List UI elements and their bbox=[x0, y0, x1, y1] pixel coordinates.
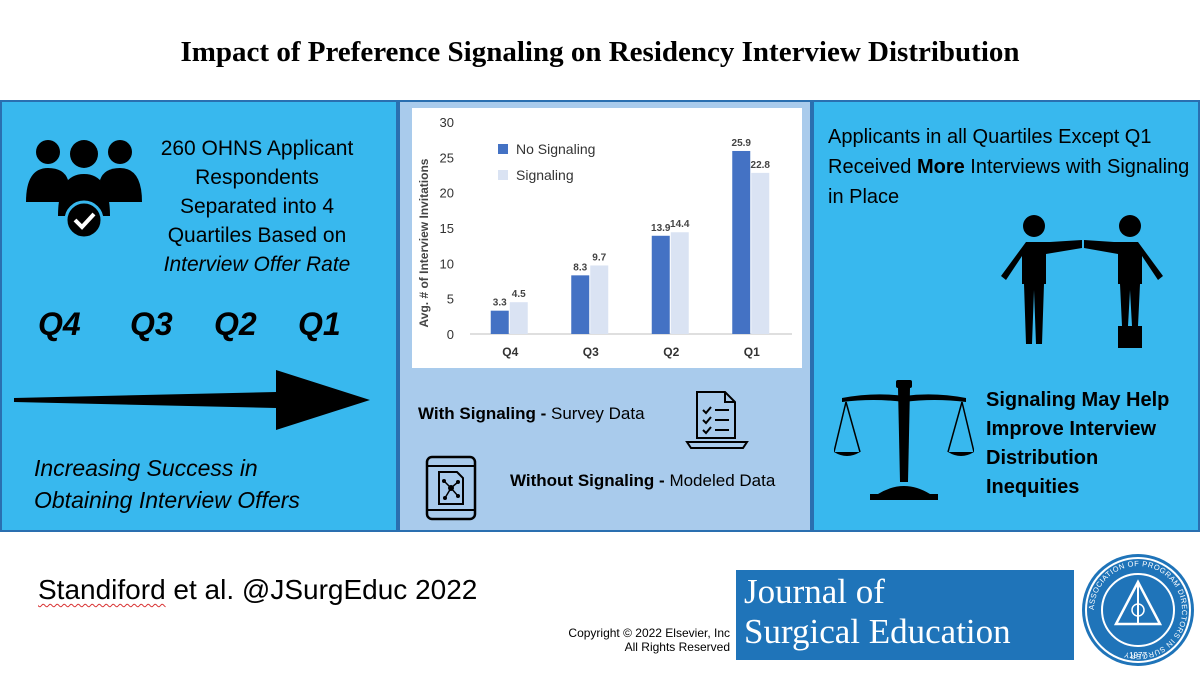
y-tick-label: 0 bbox=[447, 327, 454, 342]
bar-chart: 0 5 10 15 20 25 30 3.3 4.5 Q4 8.3 9.7 Q3 13.9 14.4 Q2 2… bbox=[417, 115, 792, 359]
respondents-line: Interview Offer Rate bbox=[163, 253, 351, 276]
with-signaling-desc: Survey Data bbox=[551, 404, 645, 423]
conclusion-statement: Signaling May Help Improve Interview Dis… bbox=[986, 389, 1170, 498]
legend-swatch bbox=[498, 144, 508, 154]
data-label: 9.7 bbox=[592, 252, 606, 263]
bar bbox=[490, 310, 509, 334]
bar bbox=[590, 265, 609, 334]
data-label: 4.5 bbox=[512, 289, 526, 300]
x-tick-label: Q1 bbox=[744, 345, 760, 359]
y-tick-label: 30 bbox=[440, 115, 454, 130]
bar bbox=[509, 302, 528, 334]
bar bbox=[751, 172, 770, 334]
legend-swatch bbox=[498, 170, 508, 180]
chart-legend: No Signaling Signaling bbox=[498, 136, 595, 188]
journal-logo: Journal of Surgical Education bbox=[736, 570, 1074, 660]
data-label: 3.3 bbox=[493, 298, 507, 309]
bar bbox=[732, 150, 751, 334]
y-tick-label: 5 bbox=[447, 292, 454, 307]
citation-author: Standiford bbox=[38, 574, 166, 605]
equity-people-icon bbox=[1001, 215, 1163, 348]
with-signaling-label: With Signaling - bbox=[418, 404, 547, 423]
success-line: Increasing Success in bbox=[34, 455, 258, 481]
data-label: 14.4 bbox=[670, 219, 690, 230]
legend-item: Signaling bbox=[498, 162, 595, 188]
x-tick-label: Q2 bbox=[663, 345, 679, 359]
bar bbox=[571, 275, 590, 334]
without-signaling-desc: Modeled Data bbox=[669, 471, 776, 490]
with-signaling-note: With Signaling - Survey Data bbox=[418, 404, 645, 424]
copyright-notice: Copyright © 2022 Elsevier, Inc All Right… bbox=[450, 626, 730, 654]
without-signaling-label: Without Signaling - bbox=[510, 471, 665, 490]
journal-name: Journal of Surgical Education bbox=[744, 572, 1011, 652]
respondents-line: Separated into 4 bbox=[179, 195, 335, 218]
quartile-label: Q2 bbox=[214, 306, 257, 342]
x-tick-label: Q3 bbox=[583, 345, 599, 359]
copyright-line: All Rights Reserved bbox=[624, 640, 730, 654]
result-statement: Applicants in all Quartiles Except Q1 Re… bbox=[828, 122, 1198, 212]
right-arrow-icon bbox=[14, 370, 370, 430]
citation: Standiford et al. @JSurgEduc 2022 bbox=[38, 574, 477, 606]
methods-panel: 0 5 10 15 20 25 30 3.3 4.5 Q4 8.3 9.7 Q3 13.9 14.4 Q2 2… bbox=[398, 100, 812, 532]
y-axis-label: Avg. # of Interview Invitations bbox=[417, 158, 431, 327]
seal-year: 1977 bbox=[1129, 651, 1147, 660]
bar bbox=[670, 232, 689, 334]
result-text-post: Interviews with Signaling in Place bbox=[828, 156, 1190, 208]
copyright-line: Copyright © 2022 Elsevier, Inc bbox=[568, 626, 730, 640]
interview-chart: 0 5 10 15 20 25 30 3.3 4.5 Q4 8.3 9.7 Q3 13.9 14.4 Q2 2… bbox=[412, 108, 802, 368]
user-group-check-icon bbox=[26, 140, 142, 240]
result-text-pre: Applicants in all Quartiles Except Q1 Re… bbox=[828, 126, 1152, 178]
quartile-label: Q1 bbox=[298, 306, 341, 342]
data-label: 22.8 bbox=[751, 160, 771, 171]
citation-rest: et al. @JSurgEduc 2022 bbox=[165, 574, 478, 605]
journal-name-line: Surgical Education bbox=[744, 612, 1011, 651]
tablet-network-icon bbox=[425, 455, 477, 521]
y-tick-label: 20 bbox=[440, 186, 454, 201]
x-tick-label: Q4 bbox=[502, 345, 518, 359]
respondents-line: 260 OHNS Applicant bbox=[160, 137, 354, 160]
balance-scale-icon bbox=[834, 380, 974, 500]
journal-name-line: Journal of bbox=[744, 572, 885, 611]
success-line: Obtaining Interview Offers bbox=[34, 487, 300, 513]
page-title: Impact of Preference Signaling on Reside… bbox=[180, 36, 1020, 68]
quartile-label: Q4 bbox=[38, 306, 81, 342]
applicants-panel: 260 OHNS Applicant Respondents Separated… bbox=[0, 100, 398, 532]
respondents-description: 260 OHNS Applicant Respondents Separated… bbox=[132, 134, 382, 279]
data-label: 13.9 bbox=[651, 223, 671, 234]
y-tick-label: 10 bbox=[440, 256, 454, 271]
survey-laptop-icon bbox=[685, 391, 749, 449]
bar bbox=[651, 235, 670, 334]
y-tick-label: 15 bbox=[440, 221, 454, 236]
association-seal-icon: ASSOCIATION OF PROGRAM DIRECTORS IN SURG… bbox=[1082, 554, 1194, 666]
respondents-line: Respondents bbox=[195, 166, 319, 189]
respondents-line: Quartiles Based on bbox=[167, 224, 347, 247]
data-label: 8.3 bbox=[573, 262, 587, 273]
data-label: 25.9 bbox=[732, 138, 752, 149]
success-description: Increasing Success in Obtaining Intervie… bbox=[34, 452, 394, 516]
quartile-label: Q3 bbox=[130, 306, 173, 342]
result-text-bold: More bbox=[916, 156, 965, 178]
y-tick-label: 25 bbox=[440, 150, 454, 165]
results-panel: Applicants in all Quartiles Except Q1 Re… bbox=[812, 100, 1200, 532]
legend-label: No Signaling bbox=[516, 141, 596, 157]
legend-label: Signaling bbox=[516, 167, 574, 183]
legend-item: No Signaling bbox=[498, 136, 595, 162]
without-signaling-note: Without Signaling - Modeled Data bbox=[510, 469, 790, 492]
